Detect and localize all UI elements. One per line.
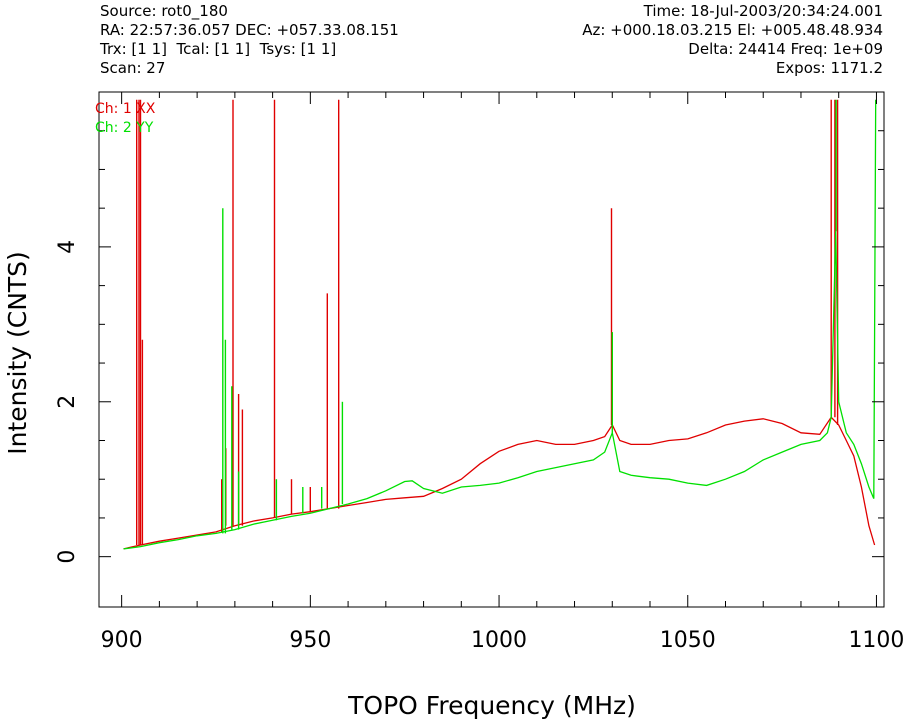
y-tick-label: 2: [55, 395, 80, 409]
header-info: Source: rot0_180 RA: 22:57:36.057 DEC: +…: [99, 2, 883, 77]
y-axis-label: Intensity (CNTS): [3, 251, 32, 455]
header-ra-dec: RA: 22:57:36.057 DEC: +057.33.08.151: [100, 21, 399, 39]
plot-area: 900 950 1000 1050 1100 0 2 4: [55, 91, 904, 653]
header-scan: Scan: 27: [100, 59, 165, 77]
header-source: Source: rot0_180: [100, 2, 228, 21]
legend-ch2-yy: Ch: 2 YY: [95, 120, 154, 136]
header-expos: Expos: 1171.2: [776, 59, 883, 77]
x-tick-label: 1000: [471, 628, 527, 653]
plot-frame: [98, 91, 885, 608]
header-trx: Trx: [1 1] Tcal: [1 1] Tsys: [1 1]: [99, 40, 336, 58]
legend: Ch: 1 XX Ch: 2 YY: [95, 101, 156, 136]
x-tick-label: 1100: [848, 628, 904, 653]
legend-ch1-xx: Ch: 1 XX: [95, 101, 156, 117]
series-1-line: [123, 416, 876, 550]
series-2-line: [123, 99, 877, 550]
y-tick-label: 0: [55, 550, 80, 564]
x-tick-label: 1050: [660, 628, 716, 653]
header-time: Time: 18-Jul-2003/20:34:24.001: [643, 2, 883, 20]
x-axis-label: TOPO Frequency (MHz): [347, 691, 636, 720]
x-tick-label: 950: [289, 628, 331, 653]
x-tick-label: 900: [101, 628, 143, 653]
header-delta-freq: Delta: 24414 Freq: 1e+09: [688, 40, 883, 58]
y-tick-label: 4: [55, 240, 80, 254]
header-az-el: Az: +000.18.03.215 El: +005.48.48.934: [582, 21, 883, 39]
